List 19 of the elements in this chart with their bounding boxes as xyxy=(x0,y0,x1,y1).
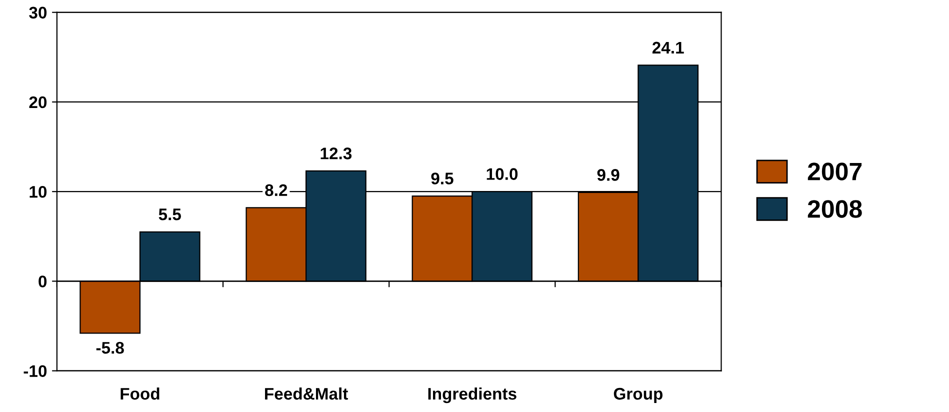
y-tick-label: -10 xyxy=(24,365,47,378)
y-tick-label: 0 xyxy=(38,276,47,288)
legend-label: 2007 xyxy=(808,162,862,180)
data-label: 9.9 xyxy=(597,169,620,181)
x-tick-label: Food xyxy=(120,387,160,400)
data-label: 10.0 xyxy=(486,168,518,180)
legend-label: 2008 xyxy=(808,200,862,218)
x-tick-label: Ingredients xyxy=(428,387,516,404)
data-label: 9.5 xyxy=(431,172,454,184)
data-label: 5.5 xyxy=(158,208,181,220)
data-label: 24.1 xyxy=(652,42,684,54)
y-tick-label: 10 xyxy=(30,186,47,198)
data-label: -5.8 xyxy=(96,342,124,354)
y-tick-label: 30 xyxy=(29,6,47,19)
x-tick-label: Feed&Malt xyxy=(265,387,348,400)
x-tick-label: Group xyxy=(614,388,663,404)
data-label: 8.2 xyxy=(265,184,288,196)
y-tick-label: 20 xyxy=(29,96,47,108)
data-label: 12.3 xyxy=(320,148,352,160)
